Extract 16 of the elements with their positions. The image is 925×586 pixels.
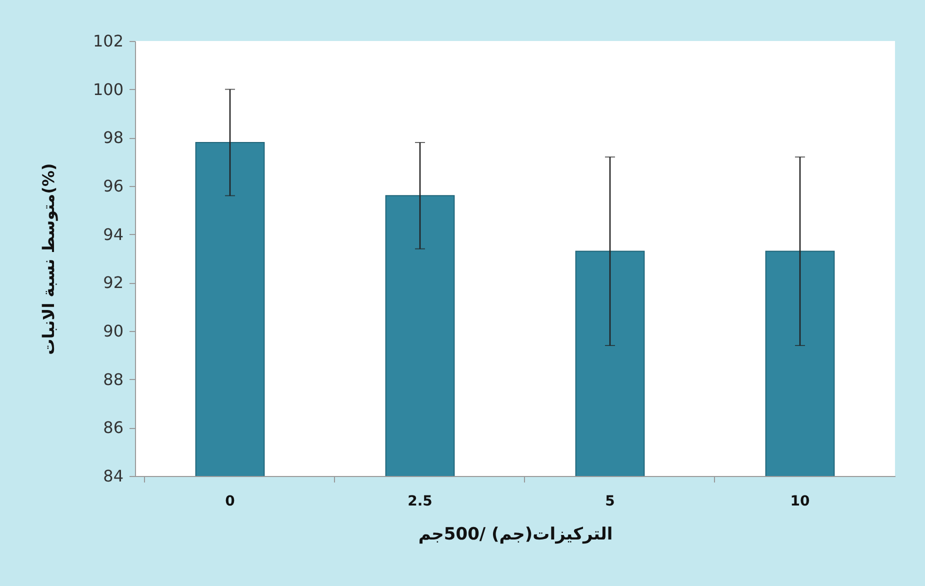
x-axis-title: التركيزات(جم) /500جم (418, 524, 613, 544)
y-axis-title: متوسط نسبة الانبات(%) (38, 163, 58, 355)
x-tick-label: 0 (225, 494, 236, 510)
x-tick-label: 5 (605, 494, 615, 510)
y-tick-label: 90 (103, 322, 124, 340)
y-tick-label: 84 (103, 466, 124, 486)
y-tick-label: 92 (103, 273, 124, 292)
y-tick-label: 88 (103, 370, 124, 389)
y-tick-label: 94 (103, 224, 124, 244)
y-tick-label: 100 (92, 80, 124, 99)
y-tick-label: 86 (103, 418, 124, 438)
y-tick-label: 96 (103, 176, 124, 196)
x-tick-label: 10 (790, 494, 810, 510)
y-tick-label: 98 (103, 128, 124, 148)
x-tick-label: 2.5 (408, 494, 432, 510)
y-tick-label: 102 (92, 32, 124, 50)
